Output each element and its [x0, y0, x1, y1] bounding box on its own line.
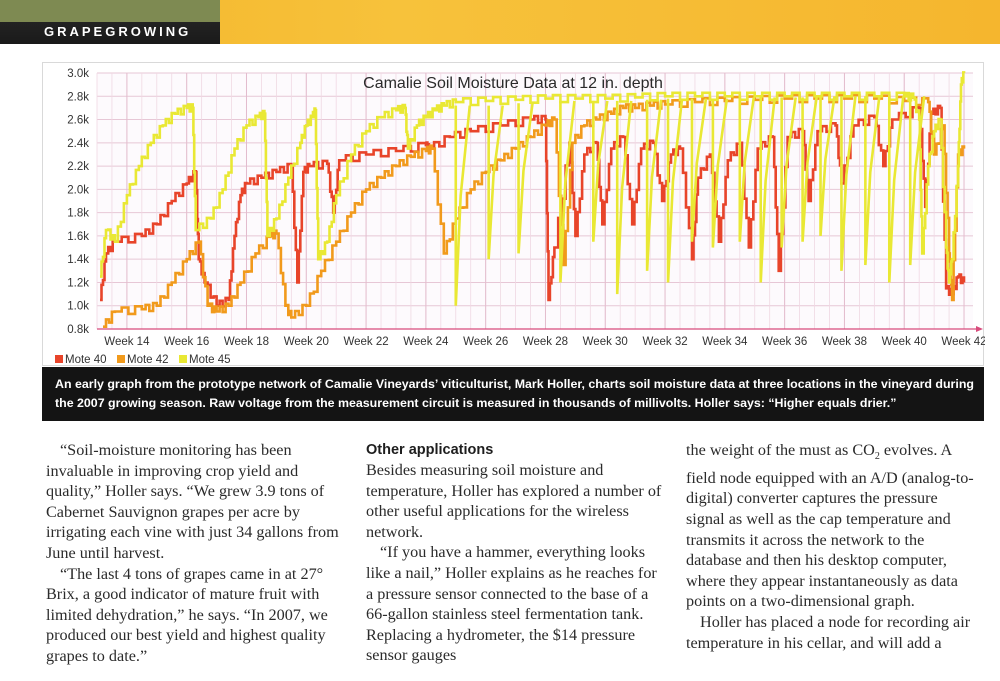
y-tick-label: 2.8k [67, 91, 89, 103]
legend-label: Mote 45 [189, 354, 231, 366]
y-tick-label: 2.0k [67, 184, 89, 196]
irrigation-dip [840, 96, 857, 271]
x-tick-label: Week 22 [343, 336, 388, 348]
series-mote-45 [100, 71, 966, 306]
irrigation-dip [690, 98, 708, 242]
article-column-2: Other applications Besides measuring soi… [366, 440, 662, 666]
x-tick-label: Week 42 [941, 336, 985, 348]
x-tick-label: Week 30 [583, 336, 628, 348]
y-tick-label: 1.2k [67, 277, 89, 289]
x-tick-label: Week 16 [164, 336, 209, 348]
soil-moisture-chart: 0.8k 1.0k 1.2k 1.4k 1.6k 1.8k 2.0k 2.2k 2.4k 2.6k… [42, 62, 987, 366]
irrigation-dip [887, 96, 905, 283]
y-tick-label: 1.8k [67, 208, 89, 220]
irrigation-dip [559, 100, 576, 283]
figure-caption: An early graph from the prototype networ… [42, 367, 984, 421]
x-tick-label: Week 14 [104, 336, 150, 348]
paragraph: the weight of the must as CO2 evolves. A… [686, 440, 978, 612]
irrigation-dip [454, 105, 472, 306]
irrigation-dip [517, 103, 534, 254]
x-tick-label: Week 40 [882, 336, 927, 348]
x-tick-label: Week 34 [702, 336, 748, 348]
irrigation-dip [666, 98, 684, 283]
irrigation-dip [711, 98, 729, 248]
paragraph: “If you have a hammer, everything looks … [366, 543, 657, 665]
legend-swatch [117, 355, 125, 363]
y-tick-label: 2.6k [67, 115, 89, 127]
legend-label: Mote 40 [65, 354, 107, 366]
x-tick-label: Week 36 [762, 336, 807, 348]
y-tick-label: 1.6k [67, 231, 89, 243]
irrigation-dip [615, 100, 633, 295]
paragraph: Holler has placed a node for recording a… [686, 612, 971, 652]
x-tick-label: Week 18 [224, 336, 269, 348]
x-axis-arrow [976, 326, 983, 332]
y-tick-label: 3.0k [67, 68, 89, 80]
article-column-1: “Soil-moisture monitoring has been inval… [46, 440, 342, 667]
series-mote-40 [100, 104, 966, 308]
irrigation-dip [592, 100, 609, 242]
legend: Mote 40 Mote 42 Mote 45 [55, 354, 231, 366]
paragraph: “The last 4 tons of grapes came in at 27… [46, 564, 328, 665]
irrigation-dip [864, 96, 881, 266]
article-column-3: the weight of the must as CO2 evolves. A… [686, 440, 978, 653]
irrigation-dip [819, 96, 836, 236]
series-line [100, 71, 966, 284]
paragraph-text: evolves. A field node equipped with an A… [686, 441, 974, 611]
irrigation-dip [738, 97, 756, 242]
legend-swatch [179, 355, 187, 363]
y-tick-label: 1.4k [67, 254, 89, 266]
paragraph: Besides measuring soil moisture and temp… [366, 461, 662, 541]
section-heading: Other applications [366, 442, 494, 458]
x-tick-label: Week 20 [284, 336, 329, 348]
irrigation-dip [780, 97, 797, 248]
irrigation-dip [801, 97, 818, 242]
series-line [100, 104, 966, 308]
y-tick-label: 2.2k [67, 161, 89, 173]
irrigation-dip [487, 105, 504, 260]
y-tick-label: 2.4k [67, 138, 89, 150]
y-tick-label: 0.8k [67, 324, 89, 336]
section-tag: GRAPEGROWING [0, 0, 220, 44]
x-tick-label: Week 38 [822, 336, 867, 348]
x-tick-label: Week 28 [523, 336, 568, 348]
irrigation-dip [645, 99, 663, 271]
x-tick-label: Week 26 [463, 336, 508, 348]
section-label: GRAPEGROWING [44, 24, 192, 39]
chart-title: Camalie Soil Moisture Data at 12 in. dep… [363, 75, 663, 92]
irrigation-dip [908, 96, 926, 266]
series-line [103, 93, 966, 328]
paragraph-text: the weight of the must as CO [686, 441, 875, 459]
legend-label: Mote 42 [127, 354, 169, 366]
legend-swatch [55, 355, 63, 363]
irrigation-dip [759, 97, 777, 283]
chart-svg: 0.8k 1.0k 1.2k 1.4k 1.6k 1.8k 2.0k 2.2k 2.4k 2.6k… [55, 68, 987, 366]
x-tick-label: Week 24 [403, 336, 449, 348]
y-tick-label: 1.0k [67, 301, 89, 313]
subscript: 2 [874, 451, 880, 463]
x-tick-label: Week 32 [642, 336, 687, 348]
series-mote-42 [103, 93, 966, 328]
section-tag-accent [0, 0, 220, 22]
paragraph: “Soil-moisture monitoring has been inval… [46, 441, 339, 562]
